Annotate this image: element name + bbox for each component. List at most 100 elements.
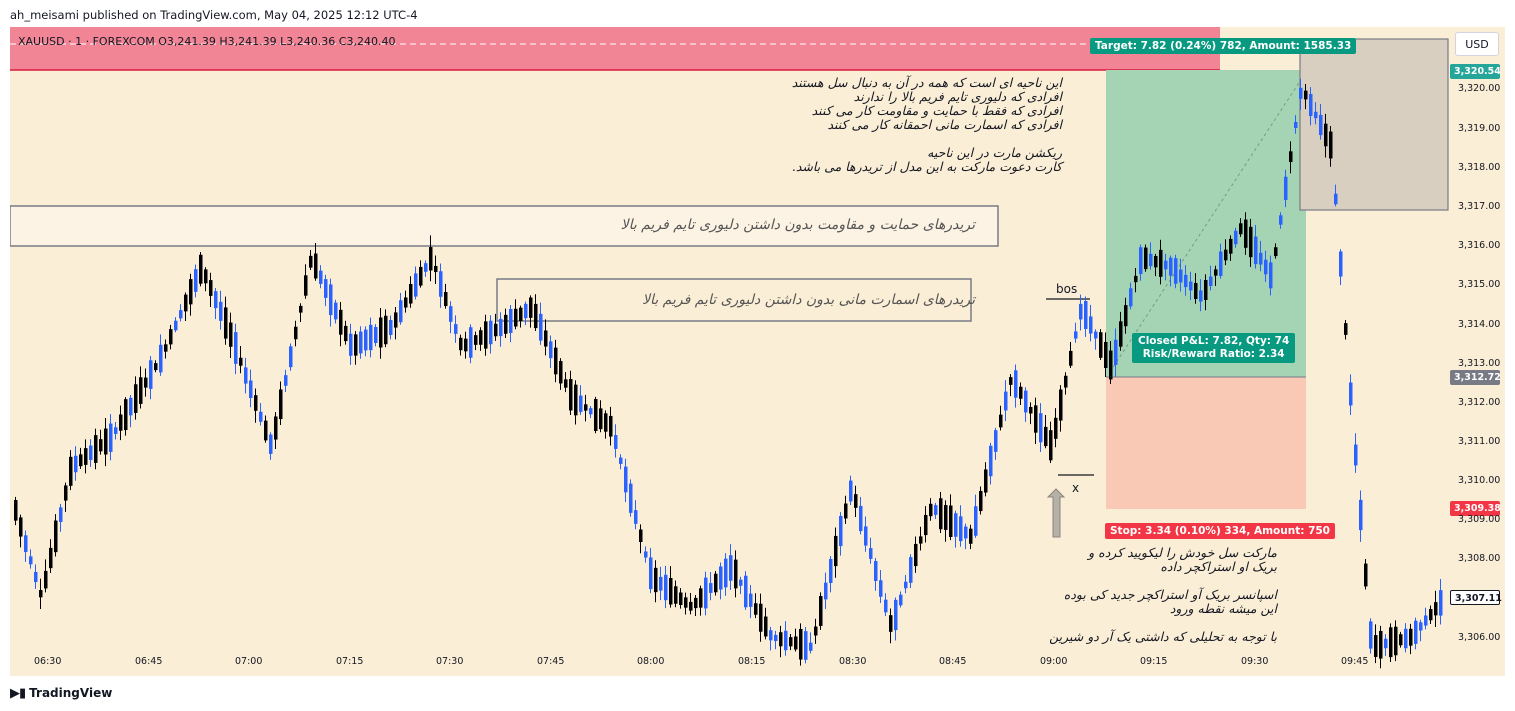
candle-body [909, 557, 913, 583]
candle-body [1219, 251, 1223, 276]
candle-body [699, 588, 703, 608]
currency-button[interactable]: USD [1455, 32, 1499, 56]
candle-body [534, 303, 538, 329]
price-tick-label: 3,311.00 [1458, 436, 1501, 447]
candle-body [119, 414, 123, 431]
candle-body [74, 455, 78, 473]
candle-body [454, 324, 458, 334]
candle-body [1359, 499, 1363, 531]
candle-body [809, 642, 813, 651]
candle-body [1009, 377, 1013, 385]
candle-body [79, 454, 83, 467]
time-tick-label: 08:15 [738, 656, 766, 667]
candle-body [499, 318, 503, 337]
candle-body [659, 576, 663, 591]
candle-body [609, 415, 613, 437]
candle-body [459, 337, 463, 351]
candle-body [964, 526, 968, 539]
candle-body [1144, 247, 1148, 270]
candle-body [244, 367, 248, 384]
price-tick-label: 3,312.00 [1458, 397, 1501, 408]
candle-body [1054, 417, 1058, 439]
candle-body [154, 363, 158, 371]
candle-body [1119, 321, 1123, 347]
candle-body [869, 548, 873, 559]
candle-body [1254, 236, 1258, 265]
candle-body [309, 255, 313, 268]
price-tick-label: 3,309.00 [1458, 514, 1501, 525]
candle-body [434, 265, 438, 273]
candle-body [1179, 269, 1183, 283]
candle-body [164, 344, 168, 352]
candle-body [1209, 276, 1213, 286]
candle-body [1409, 628, 1413, 646]
candle-body [404, 297, 408, 308]
candle-body [619, 457, 623, 464]
candle-body [1364, 563, 1368, 587]
candle-body [294, 326, 298, 340]
candle-body [1374, 635, 1378, 657]
candle-body [329, 284, 333, 316]
candlestick-chart[interactable] [10, 27, 1505, 676]
time-tick-label: 09:30 [1241, 656, 1269, 667]
candle-body [974, 506, 978, 536]
candle-body [314, 253, 318, 279]
candle-body [204, 269, 208, 284]
tradingview-footer[interactable]: ▶▮ TradingView [10, 686, 112, 701]
candle-body [1424, 615, 1428, 626]
symbol-name[interactable]: XAUUSD · 1 · FOREXCOM [18, 35, 155, 48]
price-tick-label: 3,314.00 [1458, 319, 1501, 330]
candle-body [394, 312, 398, 328]
candle-body [994, 430, 998, 452]
candle-body [724, 558, 728, 588]
candle-body [354, 334, 358, 356]
candle-body [639, 529, 643, 542]
candle-body [1139, 247, 1143, 275]
candle-body [824, 582, 828, 600]
high-value: H3,241.39 [219, 35, 277, 48]
candle-body [1174, 258, 1178, 284]
target-label[interactable]: Target: 7.82 (0.24%) 782, Amount: 1585.3… [1090, 38, 1357, 54]
time-tick-label: 07:30 [436, 656, 464, 667]
candle-body [134, 384, 138, 413]
candle-body [779, 632, 783, 647]
candle-body [944, 505, 948, 530]
price-tag-stop: 3,309.38 [1450, 501, 1501, 516]
candle-body [1204, 280, 1208, 300]
candle-body [1114, 339, 1118, 365]
note-line: ریکشن مارت در این ناحیه [927, 145, 1062, 160]
closed-pnl-label[interactable]: Closed P&L: 7.82, Qty: 74 Risk/Reward Ra… [1132, 333, 1296, 363]
price-tag-target: 3,320.54 [1450, 64, 1501, 79]
candle-body [104, 428, 108, 455]
candle-body [194, 269, 198, 292]
candle-body [664, 574, 668, 601]
chart-area[interactable]: XAUUSD · 1 · FOREXCOM O3,241.39 H3,241.3… [10, 27, 1505, 676]
candle-body [234, 332, 238, 364]
candle-body [719, 566, 723, 590]
candle-body [269, 434, 273, 454]
candle-body [744, 575, 748, 608]
price-tick-label: 3,319.00 [1458, 123, 1501, 134]
candle-body [1244, 219, 1248, 248]
candle-body [374, 327, 378, 343]
candle-body [189, 279, 193, 305]
candle-body [44, 570, 48, 589]
stop-label[interactable]: Stop: 3.34 (0.10%) 334, Amount: 750 [1105, 523, 1335, 539]
candle-body [849, 480, 853, 502]
price-tick-label: 3,315.00 [1458, 279, 1501, 290]
candle-body [1349, 382, 1353, 406]
candle-body [89, 445, 93, 460]
candle-body [274, 416, 278, 440]
candle-body [629, 483, 633, 513]
candle-body [799, 628, 803, 660]
candle-body [794, 636, 798, 650]
candle-body [1184, 274, 1188, 288]
note-line: این ناحیه ای است که همه در آن به دنبال س… [791, 75, 1062, 90]
candle-body [1399, 634, 1403, 646]
candle-body [169, 329, 173, 345]
note-line: بریک او استراکچر داده [1160, 559, 1277, 574]
candle-body [94, 435, 98, 463]
up-arrow-icon [1046, 488, 1066, 538]
candle-body [679, 592, 683, 606]
candle-body [209, 280, 213, 296]
